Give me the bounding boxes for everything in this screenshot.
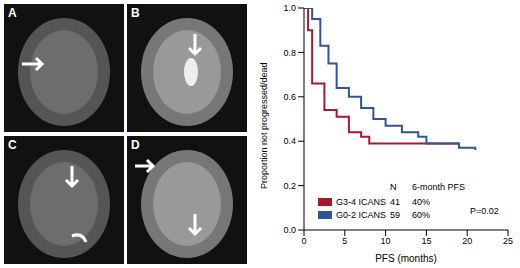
svg-text:0.0: 0.0 — [283, 225, 296, 235]
svg-text:5: 5 — [342, 236, 347, 246]
svg-text:25: 25 — [503, 236, 513, 246]
html-text:60%: 60% — [412, 209, 430, 220]
html-text:D: D — [131, 138, 140, 152]
html-text:59: 59 — [390, 209, 400, 220]
svg-text:1.0: 1.0 — [283, 3, 296, 13]
svg-text:0.8: 0.8 — [283, 48, 296, 58]
svg-text:20: 20 — [462, 236, 472, 246]
svg-text:0.4: 0.4 — [283, 136, 296, 146]
html-text:G3-4 ICANS: G3-4 ICANS — [336, 196, 386, 207]
html-text:B: B — [131, 6, 140, 20]
html-text:6-month PFS: 6-month PFS — [412, 182, 465, 192]
html-text:P=0.02: P=0.02 — [470, 206, 499, 216]
svg-text:0.6: 0.6 — [283, 92, 296, 102]
html-text:40%: 40% — [412, 196, 430, 207]
html-text:C: C — [8, 138, 17, 152]
svg-text:Proportion not progressed/dead: Proportion not progressed/dead — [259, 62, 269, 189]
svg-text:0: 0 — [301, 236, 306, 246]
html-text:N: N — [390, 182, 397, 192]
svg-text:0.2: 0.2 — [283, 181, 296, 191]
svg-text:PFS (months): PFS (months) — [375, 253, 437, 264]
svg-text:15: 15 — [421, 236, 431, 246]
html-text:41: 41 — [390, 196, 400, 207]
svg-text:10: 10 — [381, 236, 391, 246]
html-text:A: A — [8, 6, 17, 20]
html-text:G0-2 ICANS: G0-2 ICANS — [336, 209, 386, 220]
